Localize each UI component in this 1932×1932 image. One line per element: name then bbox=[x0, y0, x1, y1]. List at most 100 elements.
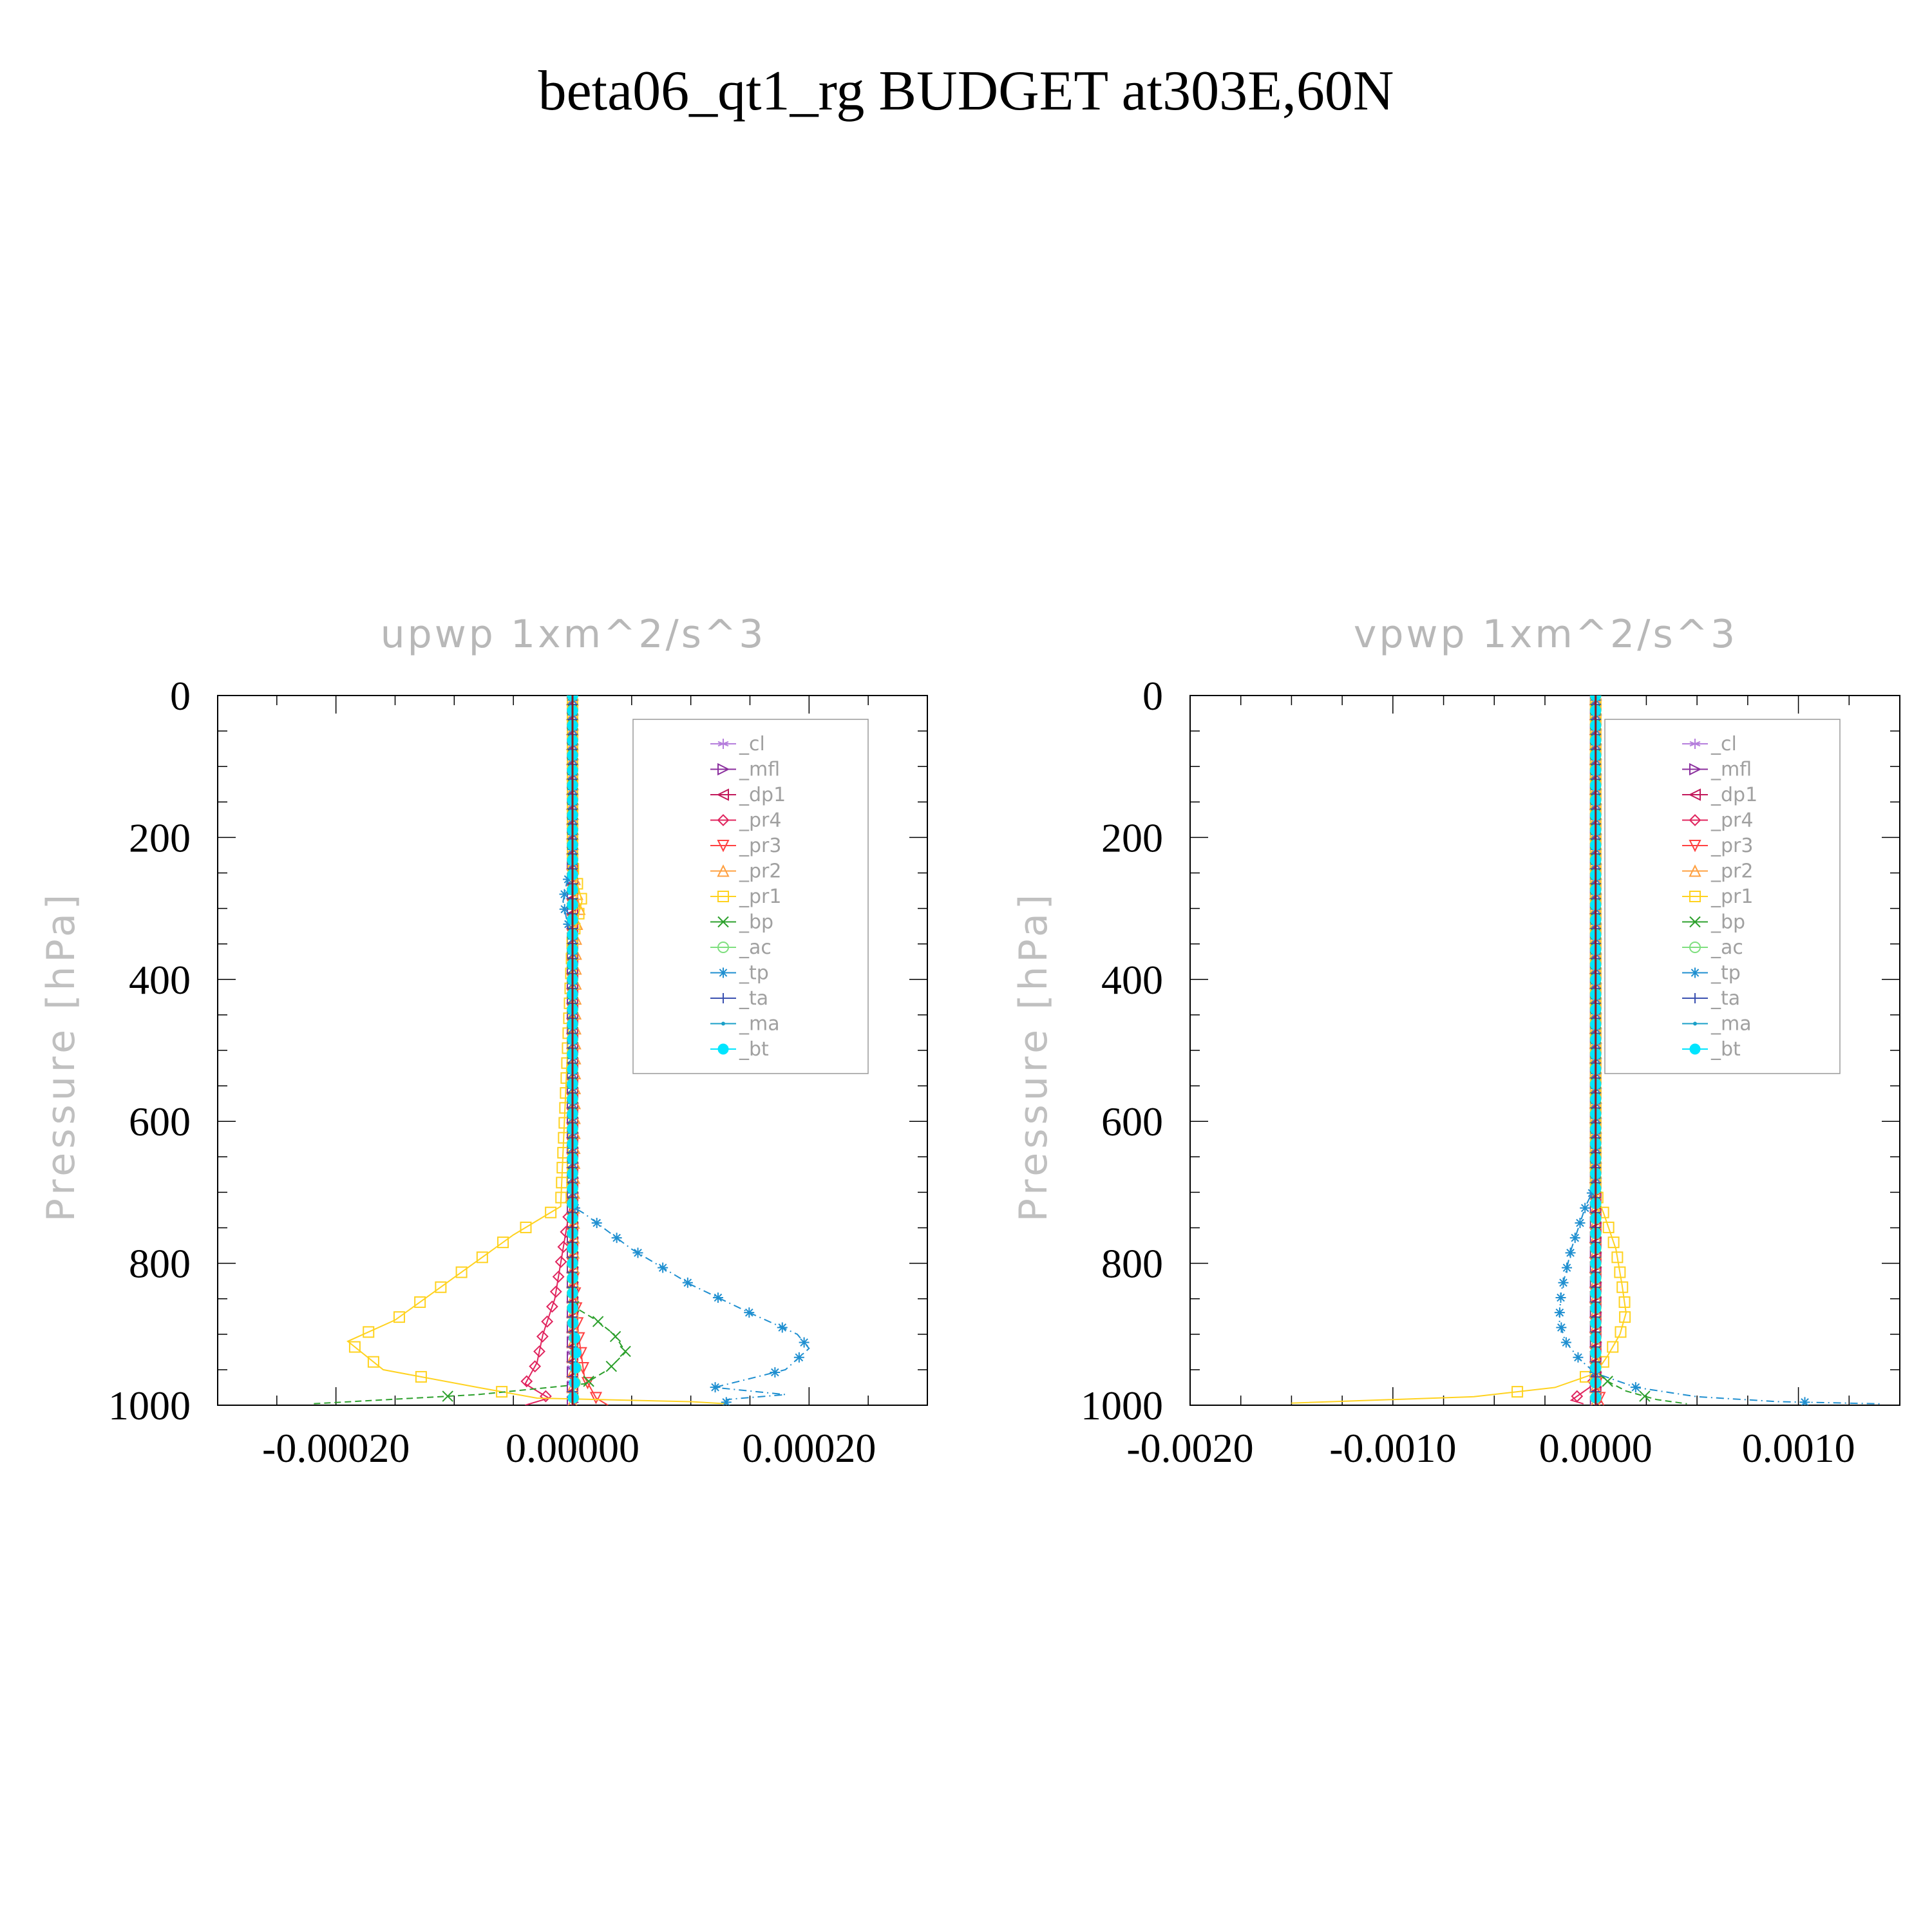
upwp-legend-item-cl: _cl bbox=[710, 733, 765, 755]
vpwp-legend-marker-ta bbox=[1690, 993, 1700, 1003]
vpwp-point-tp bbox=[1799, 1397, 1810, 1405]
upwp-x-tick-label: 0.00000 bbox=[506, 1425, 639, 1471]
upwp-y-axis-label: Pressure [hPa] bbox=[39, 891, 84, 1222]
vpwp-legend-marker-tp bbox=[1690, 967, 1700, 978]
vpwp-y-axis-label: Pressure [hPa] bbox=[1011, 891, 1056, 1222]
upwp-legend-item-bp: _bp bbox=[710, 911, 773, 934]
vpwp-x-tick-label: -0.0020 bbox=[1126, 1425, 1253, 1471]
upwp-legend-marker-pr1 bbox=[717, 891, 729, 902]
upwp-point-bt bbox=[569, 1377, 580, 1388]
upwp-point-pr3 bbox=[589, 1392, 603, 1405]
vpwp-legend-item-tp: _tp bbox=[1682, 962, 1741, 985]
upwp-legend: _cl _mfl _dp1 _pr4 _pr3 _pr2 _pr1 _bp_ac _tp_ta _… bbox=[632, 719, 869, 1074]
upwp-point-tp bbox=[799, 1337, 810, 1348]
upwp-point-pr1 bbox=[415, 1370, 427, 1383]
upwp-point-tp bbox=[770, 1367, 781, 1378]
vpwp-point-bp bbox=[1639, 1390, 1651, 1402]
upwp-legend-item-pr3: _pr3 bbox=[710, 835, 781, 857]
upwp-point-pr1 bbox=[367, 1356, 379, 1368]
vpwp-x-tick-label: 0.0010 bbox=[1742, 1425, 1855, 1471]
vpwp-legend-label-ac: _ac bbox=[1710, 936, 1743, 959]
vpwp-legend-item-bt: _bt bbox=[1682, 1038, 1741, 1061]
upwp-legend-item-ta: _ta bbox=[710, 987, 768, 1010]
vpwp-panel: vpwp 1xm^2/s^3 Pressure [hPa] 0 200 400 600… bbox=[1011, 612, 1900, 1471]
vpwp-legend-box bbox=[1604, 719, 1841, 1074]
upwp-legend-marker-ma bbox=[721, 1021, 725, 1026]
vpwp-point-tp bbox=[1580, 1202, 1591, 1213]
vpwp-y-tick-label: 800 bbox=[1101, 1241, 1163, 1287]
upwp-point-pr4 bbox=[529, 1360, 542, 1373]
vpwp-point-pr1 bbox=[1611, 1251, 1624, 1264]
upwp-legend-label-mfl: _mfl bbox=[739, 759, 780, 781]
upwp-legend-label-ta: _ta bbox=[739, 987, 768, 1010]
upwp-legend-marker-pr4 bbox=[717, 814, 730, 826]
upwp-ticks bbox=[217, 695, 928, 1406]
vpwp-point-pr1 bbox=[1618, 1296, 1631, 1308]
upwp-point-pr1 bbox=[496, 1386, 508, 1398]
upwp-point-tp bbox=[682, 1277, 693, 1288]
vpwp-legend-label-bp: _bp bbox=[1710, 911, 1745, 934]
upwp-legend-item-pr2: _pr2 bbox=[710, 860, 781, 883]
upwp-point-bt bbox=[569, 1332, 580, 1344]
vpwp-legend-label-pr3: _pr3 bbox=[1710, 835, 1753, 857]
upwp-point-tp bbox=[611, 1233, 622, 1244]
vpwp-legend-marker-pr4 bbox=[1689, 814, 1701, 826]
upwp-legend-label-bt: _bt bbox=[739, 1038, 769, 1061]
vpwp-point-tp bbox=[1586, 1188, 1597, 1198]
upwp-point-pr4 bbox=[520, 1375, 533, 1388]
upwp-y-tick-label: 600 bbox=[129, 1099, 191, 1144]
vpwp-plot-area bbox=[1291, 696, 1880, 1405]
vpwp-point-tp bbox=[1560, 1337, 1571, 1348]
upwp-point-tp bbox=[559, 889, 570, 900]
upwp-point-pr2 bbox=[573, 902, 586, 915]
vpwp-legend-label-pr2: _pr2 bbox=[1710, 860, 1753, 883]
upwp-panel-title: upwp 1xm^2/s^3 bbox=[381, 612, 766, 657]
vpwp-y-tick-label: 200 bbox=[1101, 815, 1163, 860]
upwp-legend-marker-pr2 bbox=[717, 864, 730, 877]
vpwp-legend-item-pr1: _pr1 bbox=[1682, 886, 1753, 908]
upwp-legend-label-bp: _bp bbox=[739, 911, 773, 934]
upwp-y-tick-label: 0 bbox=[170, 673, 191, 719]
vpwp-point-pr1 bbox=[1615, 1326, 1627, 1338]
vpwp-point-tp bbox=[1575, 1217, 1586, 1228]
vpwp-point-tp bbox=[1555, 1292, 1566, 1303]
vpwp-legend-marker-cl bbox=[1689, 739, 1701, 749]
upwp-legend-marker-bt bbox=[717, 1043, 729, 1055]
upwp-legend-label-pr4: _pr4 bbox=[739, 810, 781, 832]
vpwp-point-pr1 bbox=[1616, 1281, 1629, 1293]
vpwp-point-tp bbox=[1556, 1322, 1567, 1333]
upwp-plot-area bbox=[312, 696, 810, 1405]
upwp-point-pr4 bbox=[536, 1330, 549, 1343]
upwp-point-pr1 bbox=[363, 1326, 375, 1338]
upwp-x-tick-label: -0.00020 bbox=[262, 1425, 410, 1471]
upwp-legend-label-pr1: _pr1 bbox=[739, 886, 781, 908]
upwp-point-tp bbox=[563, 874, 574, 885]
vpwp-y-tick-label: 1000 bbox=[1081, 1383, 1163, 1428]
vpwp-point-tp bbox=[1562, 1262, 1573, 1273]
upwp-legend-label-ma: _ma bbox=[739, 1013, 780, 1036]
vpwp-x-tick-label: -0.0010 bbox=[1329, 1425, 1456, 1471]
vpwp-legend-item-pr3: _pr3 bbox=[1682, 835, 1753, 857]
upwp-point-pr1 bbox=[555, 1191, 567, 1204]
upwp-point-bp bbox=[442, 1390, 453, 1402]
vpwp-legend-item-ta: _ta bbox=[1682, 987, 1740, 1010]
vpwp-point-tp bbox=[1554, 1307, 1565, 1318]
vpwp-legend-item-cl: _cl bbox=[1682, 733, 1737, 755]
upwp-point-tp bbox=[777, 1322, 788, 1333]
upwp-legend-label-pr2: _pr2 bbox=[739, 860, 781, 883]
upwp-legend-box bbox=[632, 719, 869, 1074]
upwp-point-pr1 bbox=[497, 1236, 509, 1249]
vpwp-point-pr1 bbox=[1602, 1221, 1615, 1233]
upwp-point-tp bbox=[559, 904, 570, 914]
upwp-legend-label-tp: _tp bbox=[739, 962, 769, 985]
vpwp-line-pr1 bbox=[1291, 696, 1627, 1404]
vpwp-legend-item-bp: _bp bbox=[1682, 911, 1745, 934]
vpwp-legend-marker-mfl bbox=[1689, 762, 1702, 776]
vpwp-legend-marker-bt bbox=[1689, 1043, 1701, 1055]
upwp-point-bp bbox=[609, 1331, 621, 1342]
upwp-point-tp bbox=[710, 1382, 721, 1393]
upwp-y-tick-label: 400 bbox=[129, 957, 191, 1003]
vpwp-point-tp bbox=[1630, 1382, 1641, 1393]
vpwp-legend-label-bt: _bt bbox=[1710, 1038, 1741, 1061]
vpwp-legend-label-pr1: _pr1 bbox=[1710, 886, 1753, 908]
